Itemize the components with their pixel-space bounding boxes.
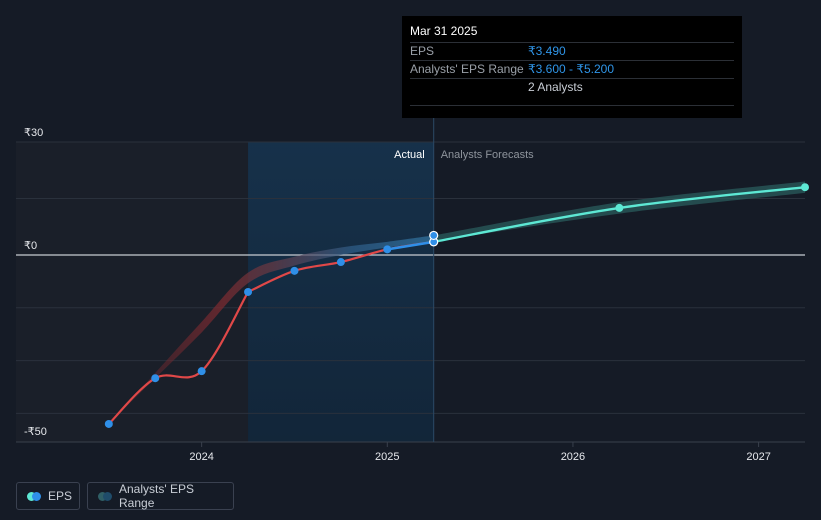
eps-point xyxy=(336,258,345,267)
eps-point xyxy=(197,367,206,376)
tooltip-range-row: Analysts' EPS Range ₹3.600 - ₹5.200 xyxy=(410,60,734,78)
eps-chart: ₹30 ₹0 -₹50 2024 2025 2026 2027 Actual Analysts … xyxy=(16,16,809,463)
highlight-region xyxy=(248,142,434,442)
eps-point xyxy=(104,419,113,428)
tooltip-eps-row: EPS ₹3.490 xyxy=(410,42,734,60)
forecast-label: Analysts Forecasts xyxy=(441,149,534,161)
tooltip-analysts: 2 Analysts xyxy=(528,80,583,94)
tooltip-date: Mar 31 2025 xyxy=(410,24,478,38)
tooltip-range-label: Analysts' EPS Range xyxy=(410,62,524,76)
tooltip-analysts-row: 2 Analysts xyxy=(410,78,734,106)
legend-eps-label: EPS xyxy=(48,489,73,503)
eps-point xyxy=(290,266,299,275)
tooltip-range-value: ₹3.600 - ₹5.200 xyxy=(528,62,614,76)
x-tick-label: 2024 xyxy=(189,451,213,463)
range-legend-icon xyxy=(98,491,112,501)
eps-line-past xyxy=(108,291,250,425)
tooltip-eps-label: EPS xyxy=(410,44,435,58)
eps-point xyxy=(383,245,392,254)
eps-forecast-point xyxy=(801,183,809,192)
tooltip: Mar 31 2025 EPS ₹3.490 Analysts' EPS Ran… xyxy=(402,16,742,118)
y-tick-label: ₹0 xyxy=(24,240,37,252)
y-tick-label: -₹50 xyxy=(24,426,47,438)
y-tick-label: ₹30 xyxy=(24,127,43,139)
eps-range-point xyxy=(429,230,439,241)
legend-range-label: Analysts' EPS Range xyxy=(119,482,194,510)
x-tick-label: 2027 xyxy=(746,451,770,463)
legend-range-button[interactable]: Analysts' EPS Range xyxy=(87,482,234,510)
actual-background xyxy=(16,142,249,442)
legend-eps-button[interactable]: EPS xyxy=(16,482,80,510)
eps-legend-icon xyxy=(27,491,41,501)
eps-point xyxy=(244,287,253,296)
actual-label: Actual xyxy=(394,149,425,161)
x-tick-label: 2025 xyxy=(375,451,399,463)
eps-forecast-point xyxy=(615,203,624,212)
tooltip-eps-value: ₹3.490 xyxy=(528,44,566,58)
x-tick-label: 2026 xyxy=(561,451,585,463)
eps-point xyxy=(151,374,160,383)
